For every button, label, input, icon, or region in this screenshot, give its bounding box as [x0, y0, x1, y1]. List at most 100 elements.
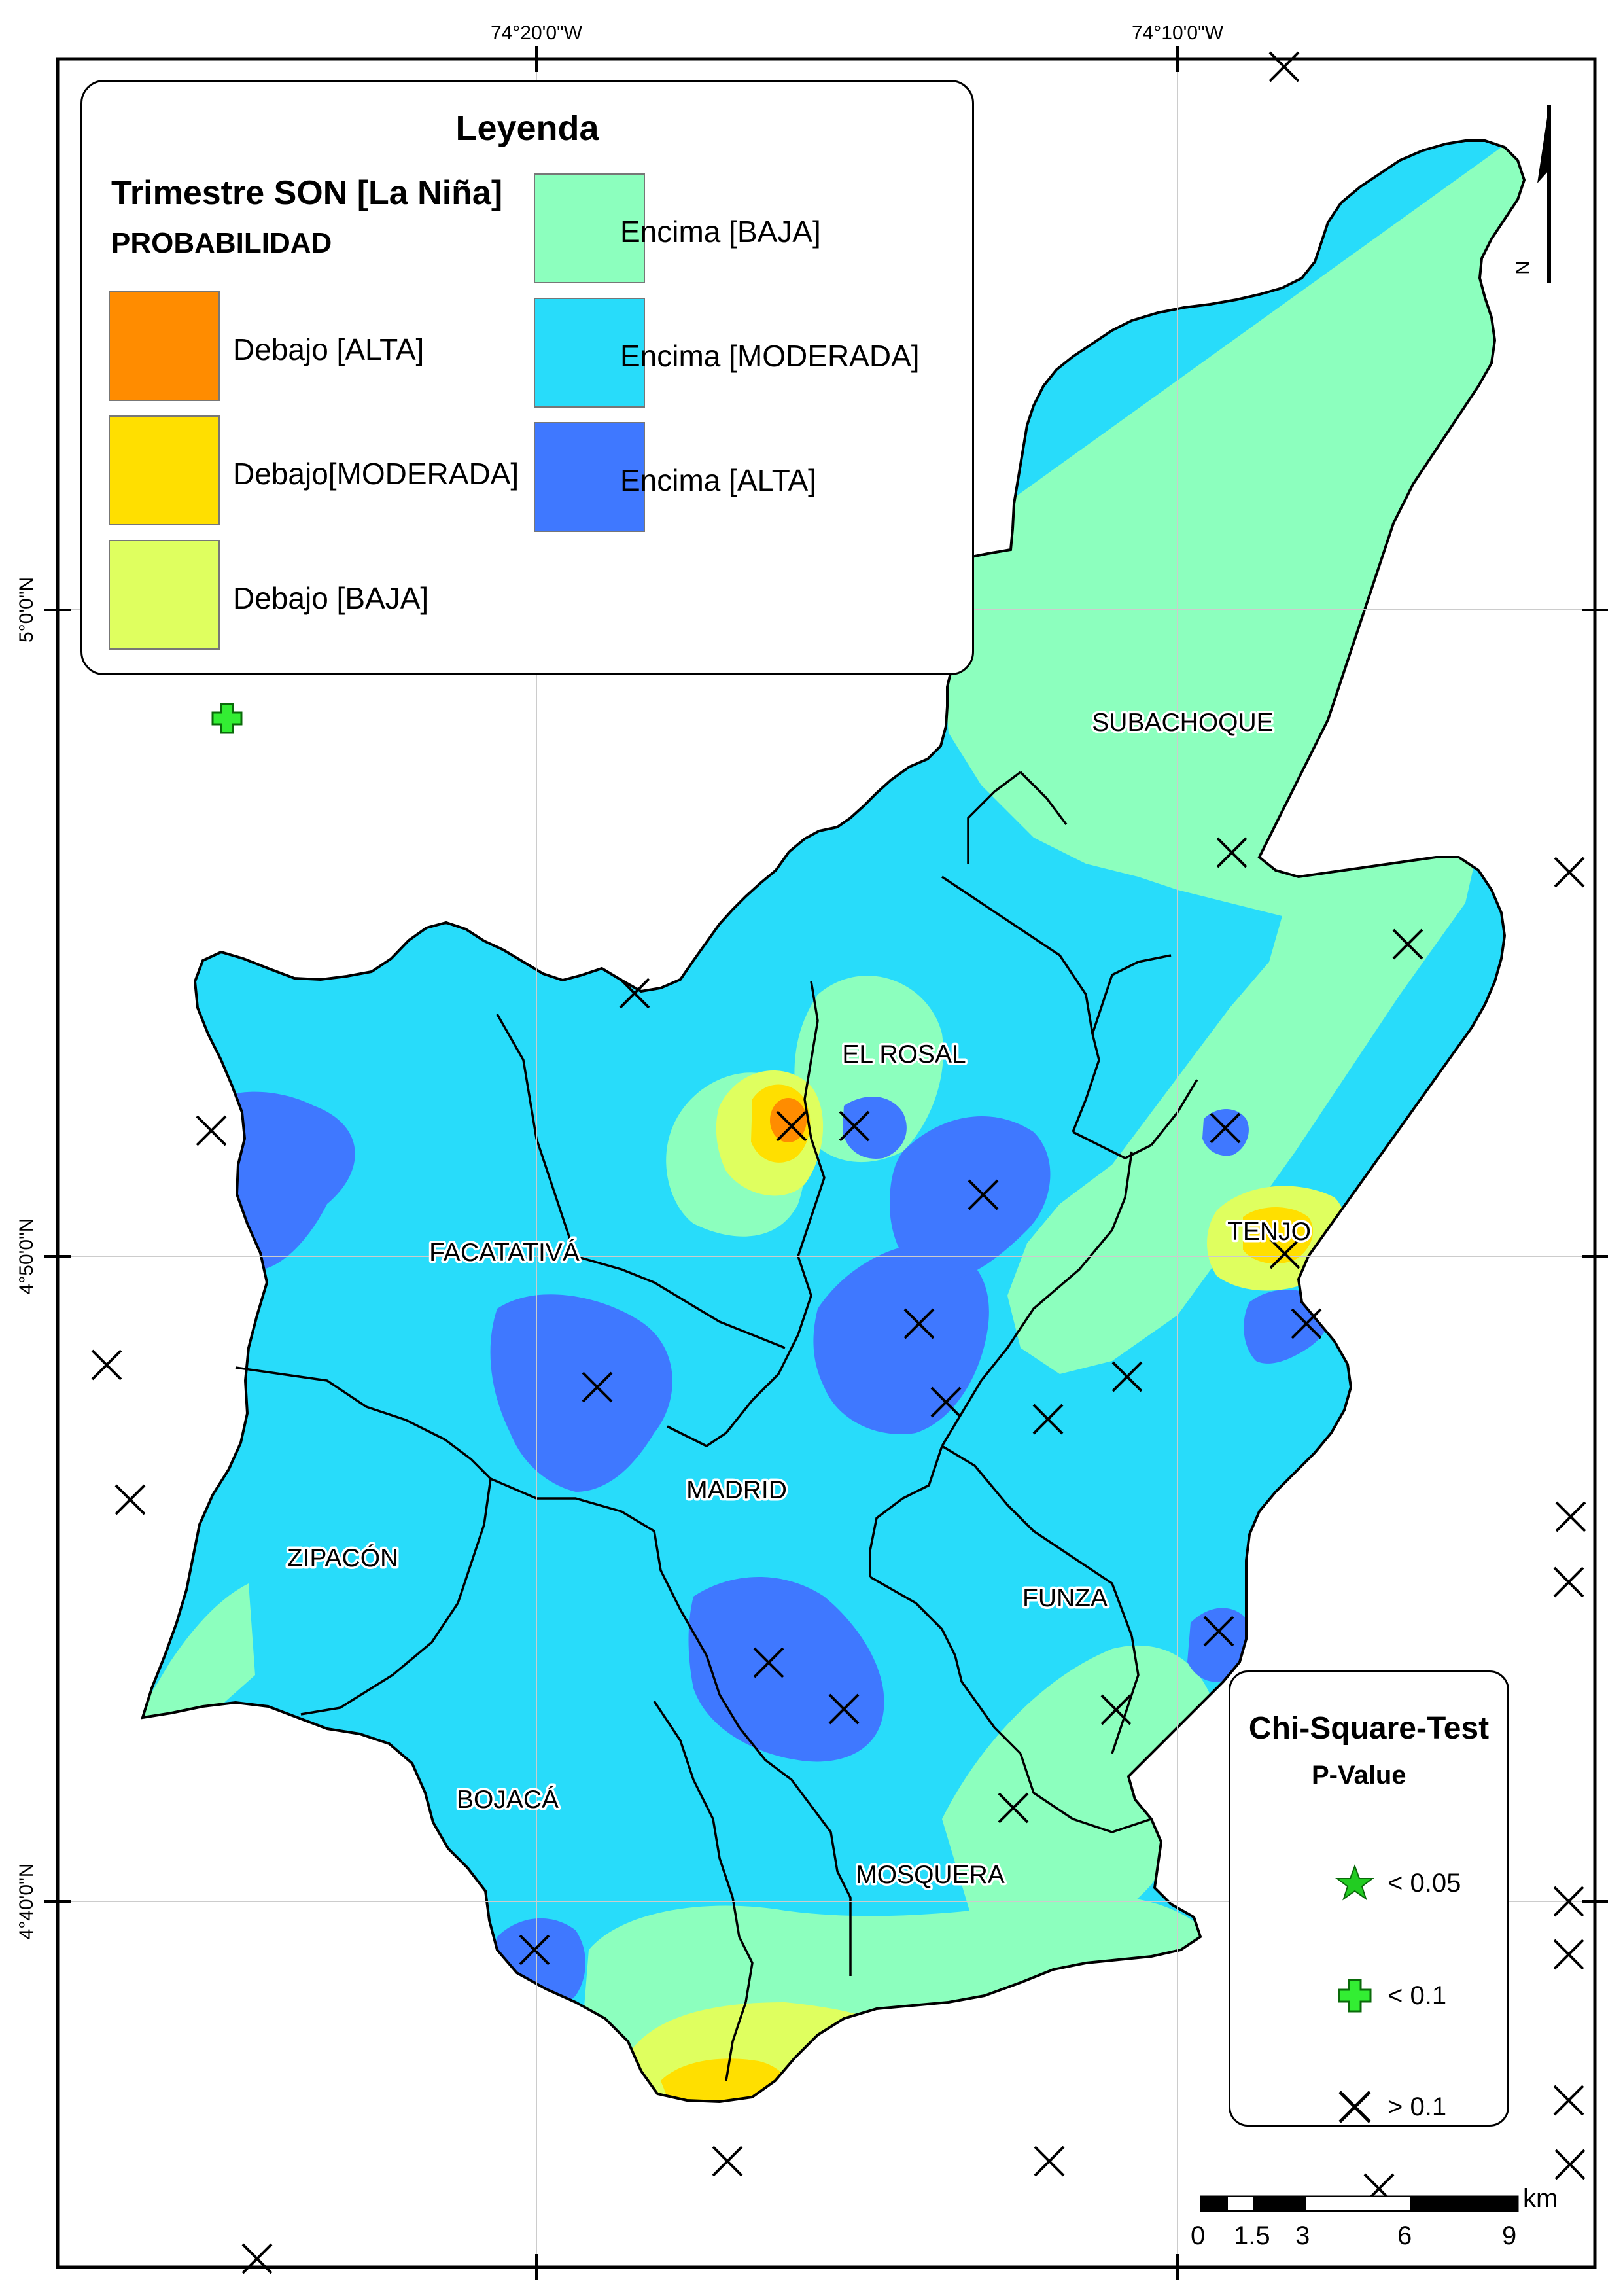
scale-bar-segment-3 [1305, 2196, 1412, 2212]
scale-bar-segment-0 [1200, 2196, 1228, 2212]
station-cross-0 [1268, 51, 1300, 82]
municipal-boundary-22 [1019, 1753, 1152, 1833]
station-cross-26 [1553, 1886, 1584, 1917]
municipal-boundary-12 [667, 1399, 754, 1447]
legend-swatch-encima-baja [534, 173, 645, 283]
municipality-label-6: FUNZA [1022, 1584, 1108, 1612]
station-cross-28 [519, 1934, 550, 1966]
municipality-label-2: FACATATIVÁ [429, 1239, 580, 1267]
municipal-boundary-16 [300, 1478, 492, 1716]
municipal-boundary-14 [575, 1255, 786, 1349]
encima-alta-area-5 [688, 1577, 884, 1762]
coord-label-top-1: 74°10'0"W [1132, 22, 1224, 44]
cross-icon [1338, 2091, 1371, 2123]
station-cross-20 [1553, 1566, 1584, 1598]
coord-label-left-2: 4°40'0"N [16, 1863, 37, 1940]
legend-label-encima-moderada: Encima [MODERADA] [620, 339, 920, 373]
legend-swatch-encima-moderada [534, 298, 645, 408]
chi-square-panel: Chi-Square-Test P-Value < 0.05 < 0.1 > 0… [1229, 1670, 1509, 2127]
municipality-label-8: MOSQUERA [856, 1861, 1005, 1889]
legend-label-debajo-alta: Debajo [ALTA] [233, 332, 425, 366]
station-cross-24 [1100, 1694, 1132, 1725]
legend-swatch-encima-alta [534, 422, 645, 532]
chi-label-p01: < 0.1 [1387, 1981, 1447, 2010]
station-cross-25 [998, 1792, 1029, 1824]
municipal-boundary-20 [653, 1701, 754, 2003]
encima-baja-area-1 [794, 976, 943, 1163]
municipal-boundary-5 [1019, 771, 1068, 826]
scale-tick-0: 0 [1191, 2221, 1206, 2250]
station-cross-8 [1210, 1112, 1241, 1144]
encima-alta-area-3 [890, 1116, 1051, 1282]
legend-panel: Leyenda Trimestre SON [La Niña] PROBABIL… [80, 80, 974, 675]
station-cross-4 [619, 978, 650, 1009]
municipal-boundary-0 [941, 875, 1094, 1034]
scale-tick-2: 3 [1295, 2221, 1310, 2250]
encima-alta-area-2 [813, 1243, 989, 1434]
legend-label-encima-alta: Encima [ALTA] [620, 463, 816, 497]
municipal-boundary-10 [803, 981, 826, 1218]
municipal-boundary-24 [1111, 1635, 1140, 1754]
scale-tick-1: 1.5 [1234, 2221, 1270, 2250]
legend-label-debajo-baja: Debajo [BAJA] [233, 581, 429, 615]
chi-label-p005: < 0.05 [1387, 1869, 1461, 1898]
station-plus-marker [211, 703, 243, 734]
scale-tick-4: 9 [1502, 2221, 1517, 2250]
municipality-label-7: BOJACÁ [457, 1786, 559, 1814]
municipal-boundary-15 [235, 1366, 492, 1480]
municipality-label-0: SUBACHOQUE [1092, 709, 1273, 737]
municipality-label-1: EL ROSAL [842, 1040, 966, 1069]
north-arrow-label: N [1512, 260, 1534, 275]
station-cross-12 [1291, 1308, 1322, 1339]
municipal-boundary-4 [967, 771, 1022, 864]
station-cross-19 [1555, 1501, 1586, 1532]
municipal-boundary-1 [1072, 1033, 1100, 1133]
study-area-outline [141, 139, 1526, 2104]
encima-alta-area-8 [1202, 1109, 1249, 1156]
station-cross-2 [1554, 857, 1585, 888]
encima-alta-area-4 [843, 1097, 907, 1159]
encima-alta-area-7 [1187, 1608, 1252, 1682]
scale-bar-segment-4 [1410, 2196, 1518, 2212]
station-cross-7 [839, 1110, 870, 1142]
municipal-boundary-6 [1091, 954, 1172, 1034]
plus-icon [1338, 1979, 1372, 2013]
station-cross-22 [1203, 1616, 1234, 1647]
legend-swatch-debajo-alta [109, 291, 220, 401]
encima-baja-area-3 [942, 1645, 1218, 1950]
coord-label-top-0: 74°20'0"W [491, 22, 583, 44]
station-cross-23 [828, 1693, 860, 1725]
legend-swatch-debajo-baja [109, 540, 220, 650]
chi-label-gt01: > 0.1 [1387, 2093, 1447, 2121]
legend-label-encima-baja: Encima [BAJA] [620, 215, 821, 249]
station-cross-17 [1032, 1404, 1064, 1435]
station-cross-21 [753, 1647, 784, 1678]
station-cross-1 [1216, 837, 1248, 868]
legend-title: Leyenda [455, 109, 599, 148]
coord-label-left-0: 5°0'0"N [16, 577, 37, 643]
station-cross-16 [1111, 1361, 1143, 1392]
scale-unit: km [1523, 2184, 1558, 2213]
station-cross-33 [1554, 2149, 1586, 2180]
station-cross-9 [968, 1179, 999, 1210]
legend-swatch-debajo-moderada [109, 415, 220, 525]
municipal-boundary-2 [1072, 1131, 1152, 1159]
station-cross-34 [241, 2243, 273, 2274]
station-cross-15 [930, 1386, 962, 1418]
station-cross-27 [1553, 1939, 1584, 1970]
station-cross-3 [1392, 928, 1423, 960]
station-cross-31 [1553, 2085, 1584, 2116]
municipal-boundary-19 [810, 1805, 852, 1976]
station-cross-30 [1034, 2146, 1065, 2177]
station-cross-10 [1269, 1238, 1300, 1269]
municipal-boundary-23 [941, 1445, 1133, 1636]
station-cross-13 [91, 1349, 122, 1381]
scale-tick-3: 6 [1397, 2221, 1412, 2250]
legend-category: PROBABILIDAD [111, 227, 332, 259]
station-cross-6 [776, 1110, 807, 1142]
municipality-label-3: TENJO [1227, 1218, 1311, 1246]
municipal-boundary-11 [751, 1216, 812, 1402]
encima-baja-area-5 [143, 1583, 255, 1727]
municipal-boundary-9 [869, 1576, 1022, 1755]
station-cross-5 [196, 1115, 227, 1146]
